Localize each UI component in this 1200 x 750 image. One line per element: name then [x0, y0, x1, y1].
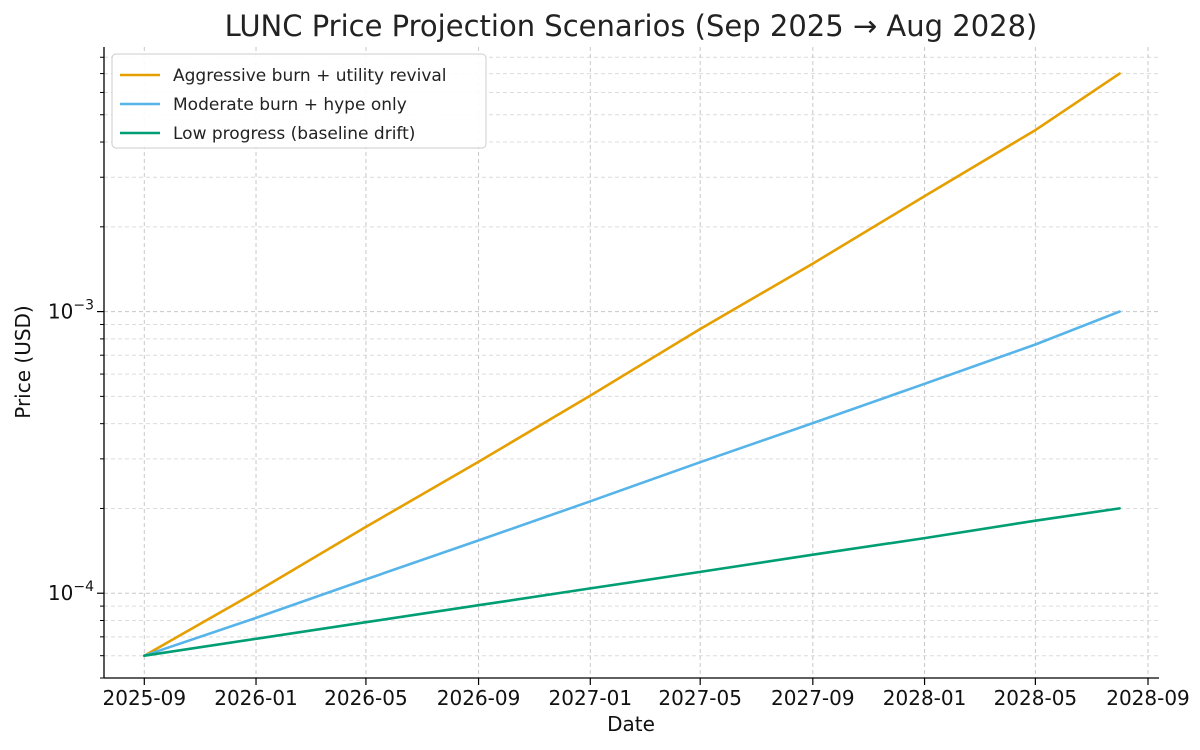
legend-items: Aggressive burn + utility revival Moderat… [120, 66, 447, 144]
y-tick-layer: 10−4 10−3 [48, 56, 104, 679]
legend: Aggressive burn + utility revival Moderat… [111, 53, 487, 149]
y-tick-label: 10−4 [48, 579, 94, 605]
x-tick-label: 2027-05 [658, 686, 742, 710]
series-line-1 [143, 72, 1121, 658]
x-tick-layer: 2025-09 2026-01 2026-05 2026-09 2027-01 2027-… [103, 678, 1190, 710]
legend-label: Moderate burn + hype only [173, 95, 407, 115]
legend-label: Low progress (baseline drift) [173, 124, 415, 144]
legend-label: Aggressive burn + utility revival [173, 66, 447, 86]
x-tick-label: 2027-09 [771, 686, 855, 710]
x-tick-label: 2028-01 [883, 686, 967, 710]
legend-box [111, 53, 487, 149]
y-axis-label: Price (USD) [11, 305, 35, 419]
axes-layer [103, 47, 1159, 679]
x-tick-label: 2028-09 [1106, 686, 1190, 710]
series-line-2 [143, 310, 1121, 658]
x-tick-label: 2026-01 [214, 686, 298, 710]
y-tick-label: 10−3 [48, 298, 94, 324]
x-tick-label: 2026-09 [437, 686, 521, 710]
x-tick-label: 2027-01 [549, 686, 633, 710]
chart-title: LUNC Price Projection Scenarios (Sep 202… [225, 9, 1038, 43]
x-tick-label: 2028-05 [994, 686, 1078, 710]
x-tick-label: 2025-09 [103, 686, 187, 710]
x-tick-label: 2026-05 [324, 686, 408, 710]
series-layer [143, 72, 1121, 658]
series-line-3 [143, 507, 1121, 658]
x-axis-label: Date [607, 712, 655, 736]
